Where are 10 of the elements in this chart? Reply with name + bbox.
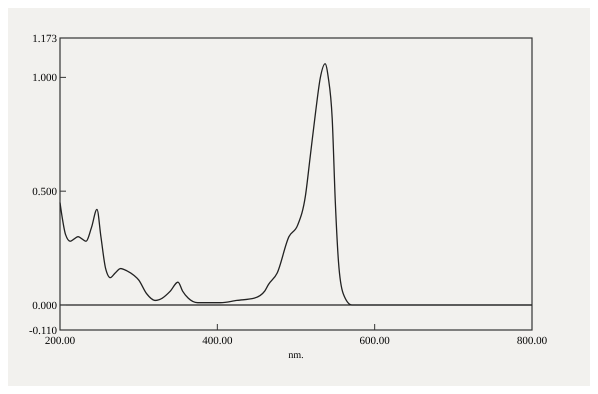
y-tick-label: 1.173 <box>32 32 58 45</box>
x-tick-label: 800.00 <box>516 335 548 347</box>
x-tick-label: 400.00 <box>202 335 233 347</box>
x-tick-label: 200.00 <box>44 335 76 347</box>
y-tick-label: 0.500 <box>32 186 58 198</box>
y-tick-label: -0.110 <box>28 324 58 337</box>
y-tick-label: 0.000 <box>32 300 58 312</box>
y-tick-label: 1.000 <box>32 72 58 84</box>
x-tick-label: 600.00 <box>360 335 390 347</box>
x-axis-title: nm. <box>288 350 304 361</box>
